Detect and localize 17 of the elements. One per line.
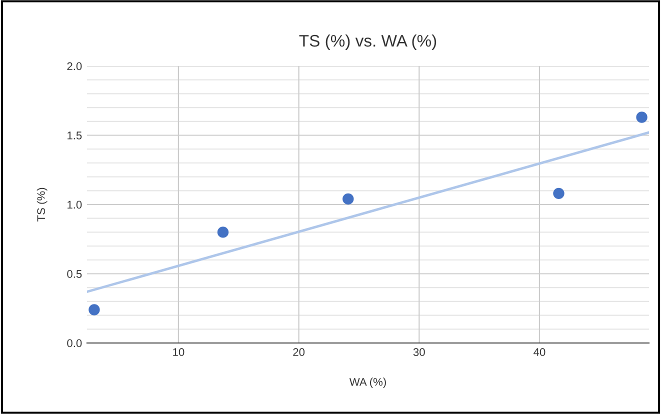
y-tick-label: 0.0 <box>67 339 82 348</box>
y-tick-label: 1.5 <box>68 132 82 140</box>
chart-title: TS (%) vs. WA (%) <box>299 34 436 50</box>
x-tick-label: 10 <box>173 348 184 356</box>
y-tick-label: 0.5 <box>67 270 82 278</box>
y-tick-label: 1.0 <box>68 200 82 209</box>
x-tick-label: 40 <box>534 348 546 356</box>
point <box>342 193 354 205</box>
point <box>553 188 564 200</box>
x-axis-title: WA (%) <box>349 378 386 388</box>
y-tick-label: 2.0 <box>67 62 82 70</box>
point <box>217 226 229 238</box>
y-axis-title: TS (%) <box>36 188 48 222</box>
point <box>636 112 648 123</box>
point <box>88 304 100 316</box>
x-tick-label: 30 <box>413 348 425 356</box>
x-tick-label: 20 <box>293 348 305 356</box>
